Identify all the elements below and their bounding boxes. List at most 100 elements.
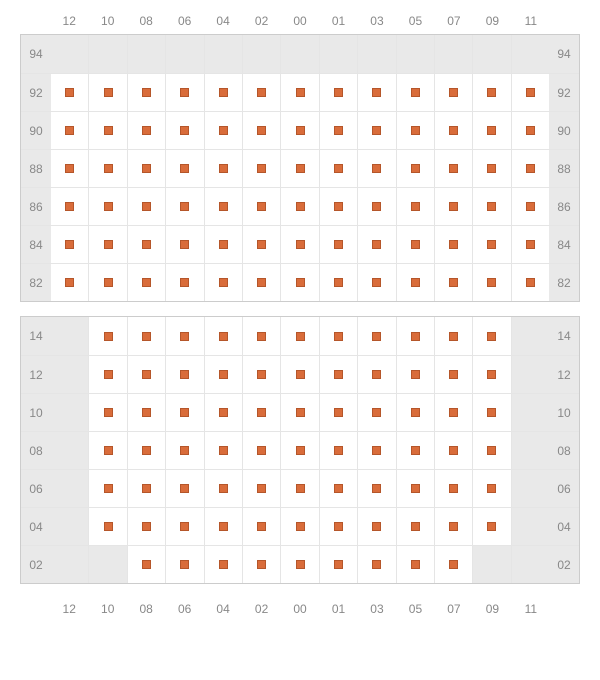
seat-cell[interactable] <box>434 355 472 393</box>
seat-cell[interactable] <box>165 73 203 111</box>
seat-cell[interactable] <box>165 431 203 469</box>
seat-cell[interactable] <box>280 507 318 545</box>
seat-cell[interactable] <box>165 317 203 355</box>
seat-cell[interactable] <box>204 187 242 225</box>
seat-cell[interactable] <box>204 469 242 507</box>
seat-cell[interactable] <box>396 431 434 469</box>
seat-cell[interactable] <box>357 317 395 355</box>
seat-cell[interactable] <box>165 469 203 507</box>
seat-cell[interactable] <box>319 149 357 187</box>
seat-cell[interactable] <box>434 111 472 149</box>
seat-cell[interactable] <box>319 317 357 355</box>
seat-cell[interactable] <box>319 469 357 507</box>
seat-cell[interactable] <box>434 469 472 507</box>
seat-cell[interactable] <box>280 317 318 355</box>
seat-cell[interactable] <box>357 545 395 583</box>
seat-cell[interactable] <box>511 73 549 111</box>
seat-cell[interactable] <box>88 263 126 301</box>
seat-cell[interactable] <box>242 187 280 225</box>
seat-cell[interactable] <box>319 73 357 111</box>
seat-cell[interactable] <box>357 507 395 545</box>
seat-cell[interactable] <box>127 355 165 393</box>
seat-cell[interactable] <box>511 263 549 301</box>
seat-cell[interactable] <box>242 393 280 431</box>
seat-cell[interactable] <box>319 225 357 263</box>
seat-cell[interactable] <box>127 149 165 187</box>
seat-cell[interactable] <box>51 225 88 263</box>
seat-cell[interactable] <box>396 317 434 355</box>
seat-cell[interactable] <box>280 263 318 301</box>
seat-cell[interactable] <box>472 187 510 225</box>
seat-cell[interactable] <box>204 507 242 545</box>
seat-cell[interactable] <box>396 469 434 507</box>
seat-cell[interactable] <box>127 431 165 469</box>
seat-cell[interactable] <box>280 355 318 393</box>
seat-cell[interactable] <box>127 225 165 263</box>
seat-cell[interactable] <box>357 187 395 225</box>
seat-cell[interactable] <box>396 355 434 393</box>
seat-cell[interactable] <box>434 507 472 545</box>
seat-cell[interactable] <box>319 545 357 583</box>
seat-cell[interactable] <box>396 507 434 545</box>
seat-cell[interactable] <box>204 393 242 431</box>
seat-cell[interactable] <box>357 73 395 111</box>
seat-cell[interactable] <box>242 149 280 187</box>
seat-cell[interactable] <box>51 73 88 111</box>
seat-cell[interactable] <box>357 149 395 187</box>
seat-cell[interactable] <box>127 393 165 431</box>
seat-cell[interactable] <box>280 73 318 111</box>
seat-cell[interactable] <box>319 393 357 431</box>
seat-cell[interactable] <box>434 187 472 225</box>
seat-cell[interactable] <box>280 431 318 469</box>
seat-cell[interactable] <box>127 187 165 225</box>
seat-cell[interactable] <box>396 225 434 263</box>
seat-cell[interactable] <box>204 225 242 263</box>
seat-cell[interactable] <box>204 263 242 301</box>
seat-cell[interactable] <box>319 355 357 393</box>
seat-cell[interactable] <box>88 149 126 187</box>
seat-cell[interactable] <box>88 507 126 545</box>
seat-cell[interactable] <box>88 111 126 149</box>
seat-cell[interactable] <box>165 225 203 263</box>
seat-cell[interactable] <box>280 149 318 187</box>
seat-cell[interactable] <box>88 225 126 263</box>
seat-cell[interactable] <box>396 187 434 225</box>
seat-cell[interactable] <box>396 545 434 583</box>
seat-cell[interactable] <box>434 149 472 187</box>
seat-cell[interactable] <box>280 111 318 149</box>
seat-cell[interactable] <box>165 111 203 149</box>
seat-cell[interactable] <box>242 469 280 507</box>
seat-cell[interactable] <box>472 507 510 545</box>
seat-cell[interactable] <box>127 469 165 507</box>
seat-cell[interactable] <box>242 263 280 301</box>
seat-cell[interactable] <box>472 393 510 431</box>
seat-cell[interactable] <box>88 469 126 507</box>
seat-cell[interactable] <box>434 545 472 583</box>
seat-cell[interactable] <box>396 149 434 187</box>
seat-cell[interactable] <box>165 393 203 431</box>
seat-cell[interactable] <box>472 263 510 301</box>
seat-cell[interactable] <box>88 431 126 469</box>
seat-cell[interactable] <box>242 545 280 583</box>
seat-cell[interactable] <box>434 73 472 111</box>
seat-cell[interactable] <box>127 507 165 545</box>
seat-cell[interactable] <box>511 149 549 187</box>
seat-cell[interactable] <box>242 431 280 469</box>
seat-cell[interactable] <box>165 263 203 301</box>
seat-cell[interactable] <box>472 317 510 355</box>
seat-cell[interactable] <box>357 393 395 431</box>
seat-cell[interactable] <box>242 111 280 149</box>
seat-cell[interactable] <box>165 507 203 545</box>
seat-cell[interactable] <box>511 225 549 263</box>
seat-cell[interactable] <box>204 317 242 355</box>
seat-cell[interactable] <box>472 431 510 469</box>
seat-cell[interactable] <box>127 545 165 583</box>
seat-cell[interactable] <box>242 317 280 355</box>
seat-cell[interactable] <box>472 469 510 507</box>
seat-cell[interactable] <box>242 355 280 393</box>
seat-cell[interactable] <box>51 111 88 149</box>
seat-cell[interactable] <box>88 355 126 393</box>
seat-cell[interactable] <box>396 393 434 431</box>
seat-cell[interactable] <box>127 73 165 111</box>
seat-cell[interactable] <box>88 73 126 111</box>
